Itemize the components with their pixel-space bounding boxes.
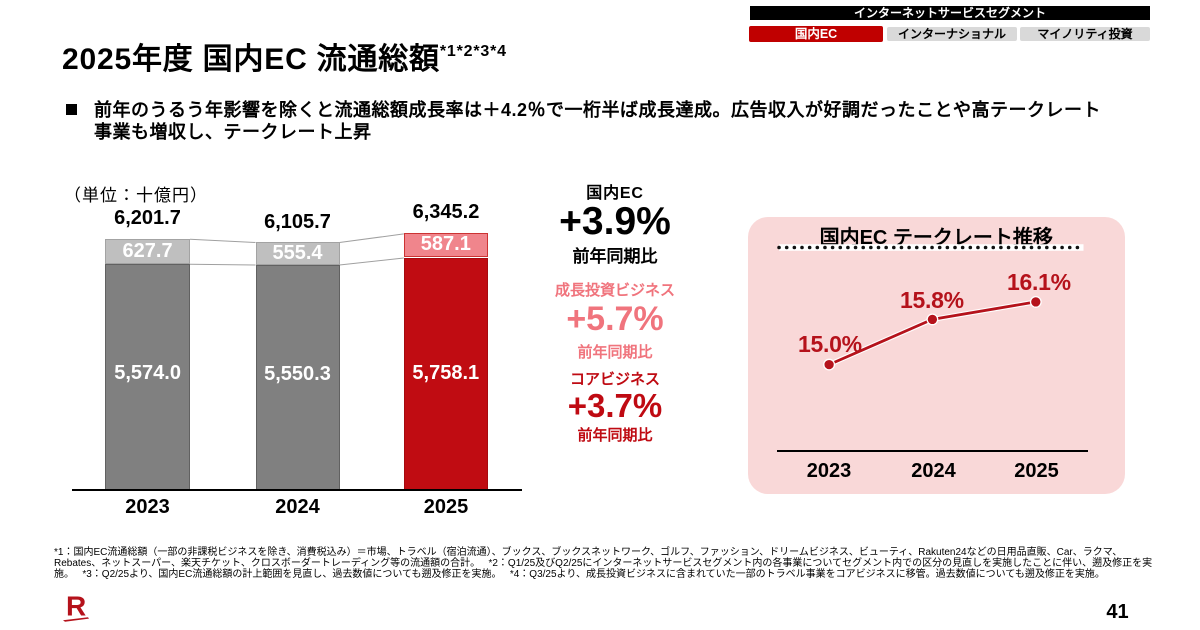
svg-text:R: R — [66, 591, 86, 622]
